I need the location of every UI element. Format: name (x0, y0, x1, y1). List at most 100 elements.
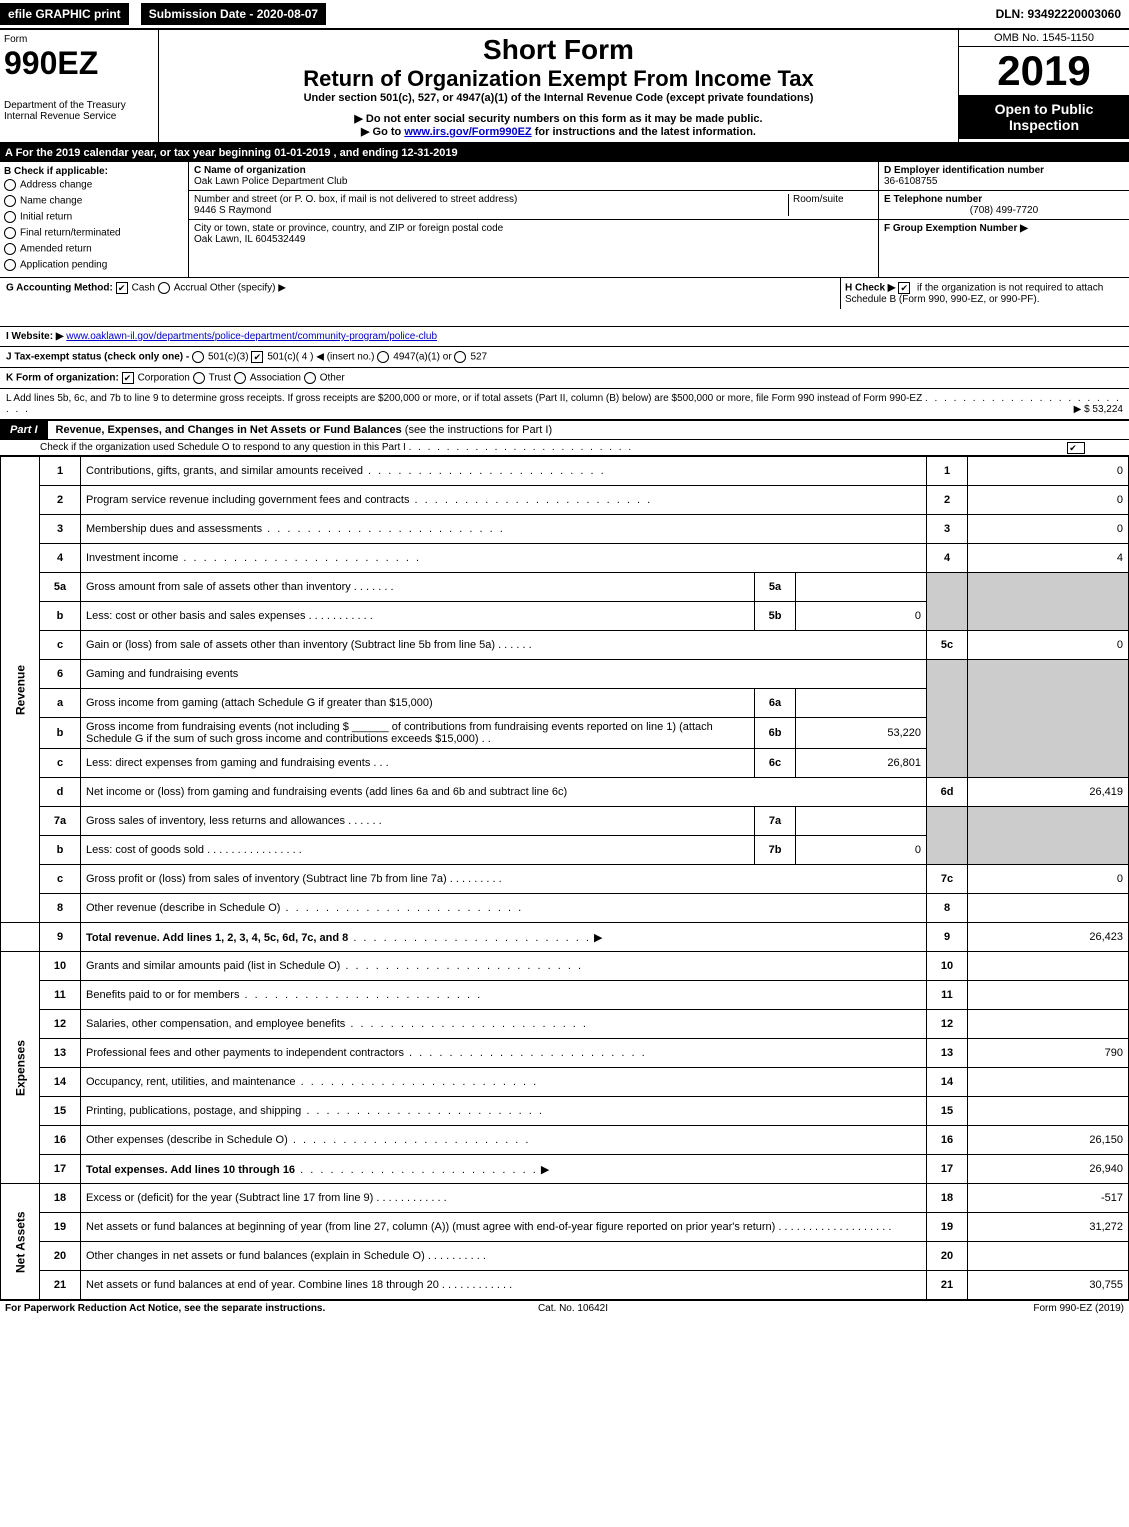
col-b-checkboxes: B Check if applicable: Address change Na… (0, 162, 189, 277)
opt-trust: Trust (209, 373, 231, 384)
line-9-val: 26,423 (968, 923, 1129, 952)
chk-amended-return[interactable]: Amended return (4, 241, 184, 257)
line-18-desc: Excess or (deficit) for the year (Subtra… (86, 1192, 373, 1204)
part1-header: Part I Revenue, Expenses, and Changes in… (0, 420, 1129, 440)
chk-schedule-b[interactable]: ✔ (898, 282, 910, 294)
line-16-desc: Other expenses (describe in Schedule O) (86, 1134, 288, 1146)
line-6c-desc: Less: direct expenses from gaming and fu… (86, 757, 370, 769)
line-5b-desc: Less: cost or other basis and sales expe… (86, 610, 306, 622)
e-label: E Telephone number (884, 194, 982, 205)
opt-other: Other (320, 373, 345, 384)
instr2-pre: ▶ Go to (361, 126, 404, 138)
line-20-val (968, 1242, 1129, 1271)
expenses-section-label: Expenses (1, 952, 40, 1184)
row-i-website: I Website: ▶ www.oaklawn-il.gov/departme… (0, 327, 1129, 347)
chk-other-org[interactable] (304, 372, 316, 384)
chk-application-pending[interactable]: Application pending (4, 257, 184, 273)
line-6-desc: Gaming and fundraising events (81, 660, 927, 689)
line-7c-val: 0 (968, 865, 1129, 894)
line-12-desc: Salaries, other compensation, and employ… (86, 1018, 345, 1030)
col-num: 1 (927, 457, 968, 486)
b-label: B Check if applicable: (4, 166, 184, 177)
chk-label: Initial return (20, 212, 72, 223)
cash-label: Cash (132, 283, 155, 294)
line-15-val (968, 1097, 1129, 1126)
chk-corporation[interactable]: ✔ (122, 372, 134, 384)
line-21-desc: Net assets or fund balances at end of ye… (86, 1279, 439, 1291)
chk-name-change[interactable]: Name change (4, 193, 184, 209)
line-2-val: 0 (968, 486, 1129, 515)
row-j-tax-exempt238: J Tax-exempt status (check only one) - 5… (0, 347, 1129, 368)
efile-label[interactable]: efile GRAPHIC print (0, 3, 129, 25)
top-bar: efile GRAPHIC print Submission Date - 20… (0, 0, 1129, 30)
col-de: D Employer identification number 36-6108… (879, 162, 1129, 277)
chk-initial-return[interactable]: Initial return (4, 209, 184, 225)
website-link[interactable]: www.oaklawn-il.gov/departments/police-de… (66, 331, 437, 342)
d-label: D Employer identification number (884, 165, 1044, 176)
chk-address-change[interactable]: Address change (4, 177, 184, 193)
line-7b-desc: Less: cost of goods sold (86, 844, 204, 856)
chk-association[interactable] (234, 372, 246, 384)
part1-check-text: Check if the organization used Schedule … (40, 442, 406, 453)
row-h-schedule-b: H Check ▶ ✔ if the organization is not r… (840, 278, 1129, 309)
part1-label: Part I (0, 421, 48, 439)
row-l-gross-receipts: L Add lines 5b, 6c, and 7b to line 9 to … (0, 389, 1129, 420)
line-6b-desc: Gross income from fundraising events (no… (81, 718, 755, 749)
footer-left: For Paperwork Reduction Act Notice, see … (5, 1303, 325, 1314)
j-label: J Tax-exempt status (check only one) - (6, 352, 189, 363)
org-city: Oak Lawn, IL 604532449 (194, 234, 305, 245)
opt-assoc: Association (250, 373, 301, 384)
row-g-accounting: G Accounting Method: ✔Cash Accrual Other… (0, 278, 1129, 327)
dots (409, 442, 634, 453)
footer-center: Cat. No. 10642I (538, 1303, 608, 1314)
chk-accrual[interactable] (158, 282, 170, 294)
chk-label: Address change (20, 180, 92, 191)
line-17-desc: Total expenses. Add lines 10 through 16 (86, 1164, 295, 1176)
line-18-val: -517 (968, 1184, 1129, 1213)
line-num: 1 (40, 457, 81, 486)
form-header: Form 990EZ Department of the Treasury In… (0, 30, 1129, 144)
opt-501c3: 501(c)(3) (208, 352, 249, 363)
l-amount: ▶ $ 53,224 (1074, 404, 1123, 415)
omb-number: OMB No. 1545-1150 (959, 30, 1129, 47)
line-4-val: 4 (968, 544, 1129, 573)
org-address: 9446 S Raymond (194, 205, 271, 216)
line-14-val (968, 1068, 1129, 1097)
part1-check-row: Check if the organization used Schedule … (0, 440, 1129, 456)
line-7a-sub (796, 807, 927, 836)
form-label: Form (4, 34, 154, 45)
line-10-desc: Grants and similar amounts paid (list in… (86, 960, 340, 972)
netassets-section-label: Net Assets (1, 1184, 40, 1300)
h-label: H Check ▶ (845, 283, 895, 294)
return-title: Return of Organization Exempt From Incom… (163, 66, 954, 92)
opt-527: 527 (470, 352, 487, 363)
chk-501c[interactable]: ✔ (251, 351, 263, 363)
line-19-desc: Net assets or fund balances at beginning… (86, 1221, 775, 1233)
chk-schedule-o[interactable]: ✔ (1067, 442, 1085, 454)
chk-trust[interactable] (193, 372, 205, 384)
line-12-val (968, 1010, 1129, 1039)
i-label: I Website: ▶ (6, 331, 64, 342)
opt-corp: Corporation (138, 373, 190, 384)
chk-4947[interactable] (377, 351, 389, 363)
chk-final-return[interactable]: Final return/terminated (4, 225, 184, 241)
k-label: K Form of organization: (6, 373, 119, 384)
chk-501c3[interactable] (192, 351, 204, 363)
line-21-val: 30,755 (968, 1271, 1129, 1300)
subtitle: Under section 501(c), 527, or 4947(a)(1)… (163, 92, 954, 104)
footer: For Paperwork Reduction Act Notice, see … (0, 1300, 1129, 1316)
part1-lines-table: Revenue 1 Contributions, gifts, grants, … (0, 456, 1129, 1300)
line-5b-sub: 0 (796, 602, 927, 631)
instr2-post: for instructions and the latest informat… (532, 126, 756, 138)
line-15-desc: Printing, publications, postage, and shi… (86, 1105, 301, 1117)
line-3-desc: Membership dues and assessments (86, 523, 262, 535)
line-10-val (968, 952, 1129, 981)
line-6d-val: 26,419 (968, 778, 1129, 807)
chk-cash[interactable]: ✔ (116, 282, 128, 294)
chk-527[interactable] (454, 351, 466, 363)
f-label: F Group Exemption Number ▶ (884, 223, 1028, 234)
line-2-desc: Program service revenue including govern… (86, 494, 409, 506)
irs-link[interactable]: www.irs.gov/Form990EZ (404, 126, 531, 138)
line-13-val: 790 (968, 1039, 1129, 1068)
line-3-val: 0 (968, 515, 1129, 544)
